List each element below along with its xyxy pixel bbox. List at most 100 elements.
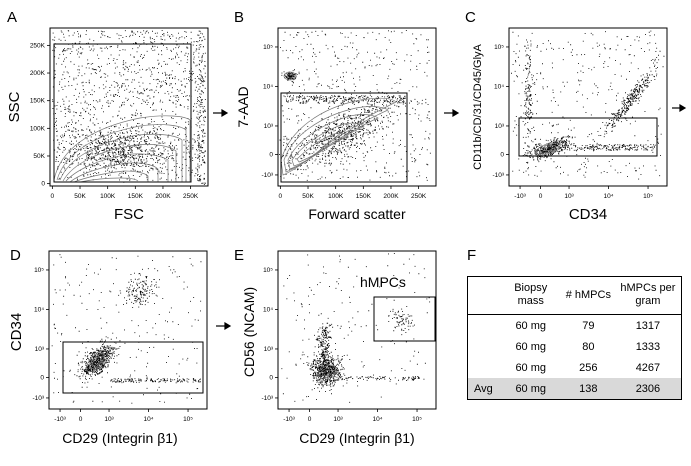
xlabel-d: CD29 (Integrin β1) [62, 430, 177, 446]
table-cell: 1333 [635, 340, 661, 353]
y-tick-label: 10³ [35, 346, 45, 353]
y-tick-label: 200K [30, 70, 46, 77]
y-tick-label: 10⁴ [263, 306, 273, 313]
table-cell: 80 [582, 340, 595, 353]
x-tick-label: -10³ [54, 416, 66, 423]
y-tick-label: 0 [500, 151, 504, 158]
xlabel-b: Forward scatter [308, 206, 406, 222]
y-tick-label: 50K [33, 153, 45, 160]
table-row: 60 mg 80 1333 [468, 336, 682, 357]
table-cell: 2306 [614, 378, 682, 400]
panel-letter-d: D [10, 247, 21, 264]
gate-d [62, 341, 204, 394]
x-tick-label: 10⁴ [373, 416, 383, 423]
x-tick-label: 10³ [333, 416, 343, 423]
hmpc-yield-table: Biopsy mass # hMPCs hMPCs per gram 60 mg… [467, 276, 682, 400]
y-tick-label: 10⁵ [263, 44, 273, 51]
y-tick-label: 10³ [264, 123, 274, 130]
axis-ticks: 0 50K 100K 150K 200K 250K 0 50K 100K 150K 200K 250K… [30, 42, 653, 423]
plot-frame-b [277, 27, 437, 187]
x-tick-label: 0 [308, 416, 312, 423]
x-tick-label: -10³ [514, 193, 526, 200]
table-header-row: Biopsy mass # hMPCs hMPCs per gram [467, 276, 682, 315]
panel-letter-a: A [7, 9, 17, 26]
x-tick-label: 50K [302, 193, 314, 200]
contours-b [280, 71, 397, 176]
y-tick-label: 10⁴ [34, 306, 44, 313]
x-tick-label: 150K [356, 193, 372, 200]
gate-e [373, 296, 436, 342]
table-row: 60 mg 79 1317 [468, 315, 682, 337]
x-tick-label: 0 [51, 193, 55, 200]
arrow-right-icon [221, 108, 229, 118]
gate-b [280, 92, 408, 183]
y-tick-label: 100K [30, 125, 46, 132]
x-tick-label: 10⁵ [412, 416, 422, 423]
x-tick-label: 200K [155, 193, 171, 200]
table-header-cell [467, 276, 500, 315]
table-row-average: Avg 60 mg 138 2306 [467, 378, 682, 400]
x-tick-label: -10³ [283, 416, 295, 423]
contours-e [316, 364, 336, 382]
table-header-cell: # hMPCs [561, 276, 615, 315]
ylabel-b: 7-AAD [235, 86, 251, 127]
table-cell: 60 mg [515, 319, 547, 332]
table-cell: 256 [579, 361, 598, 374]
y-tick-label: 0 [269, 151, 273, 158]
x-tick-label: 50K [74, 193, 86, 200]
x-tick-label: 10⁴ [604, 193, 614, 200]
x-tick-label: 10³ [104, 416, 114, 423]
y-tick-label: 150K [30, 98, 46, 105]
x-tick-label: 0 [539, 193, 543, 200]
table-cell: 60 mg [499, 378, 562, 400]
table-cell: 79 [582, 319, 595, 332]
table-cell [468, 336, 500, 357]
y-tick-label: 10⁵ [494, 44, 504, 51]
gate-a [53, 43, 192, 183]
ylabel-a: SSC [6, 91, 23, 122]
table-cell: 138 [561, 378, 615, 400]
y-tick-label: -10³ [261, 172, 273, 179]
contours-d [85, 349, 109, 373]
x-tick-label: 250K [183, 193, 199, 200]
arrow-right-icon [224, 321, 232, 331]
gate-label-hmpcs: hMPCs [360, 274, 406, 290]
table-header-cell: Biopsy mass [499, 276, 562, 315]
table-cell: 4267 [635, 361, 661, 374]
table-row: 60 mg 256 4267 [468, 357, 682, 378]
y-tick-label: 0 [41, 181, 45, 188]
y-tick-label: 10⁴ [494, 83, 504, 90]
y-tick-label: -10³ [261, 395, 273, 402]
x-tick-label: 100K [328, 193, 344, 200]
x-tick-label: 10⁵ [643, 193, 653, 200]
y-tick-label: 0 [40, 374, 44, 381]
y-tick-label: 10³ [264, 346, 274, 353]
panel-letter-c: C [465, 9, 476, 26]
contours-a [53, 115, 191, 183]
x-tick-label: 200K [383, 193, 399, 200]
xlabel-a: FSC [114, 206, 144, 223]
ylabel-d: CD34 [8, 313, 25, 351]
gate-c [518, 117, 658, 157]
plot-frame-e [277, 250, 437, 410]
y-tick-label: 10⁵ [34, 267, 44, 274]
table-header-cell: hMPCs per gram [614, 276, 682, 315]
table-cell: 60 mg [515, 361, 547, 374]
table-cell [468, 315, 500, 337]
panel-letter-b: B [234, 9, 244, 26]
x-tick-label: 250K [411, 193, 427, 200]
table-cell: 60 mg [515, 340, 547, 353]
ylabel-e: CD56 (NCAM) [241, 287, 257, 377]
y-tick-label: -10³ [32, 395, 44, 402]
x-tick-label: 0 [79, 416, 83, 423]
y-tick-label: 250K [30, 42, 46, 49]
xlabel-c: CD34 [569, 206, 607, 223]
y-tick-label: 10⁴ [263, 83, 273, 90]
y-tick-label: 10³ [495, 123, 505, 130]
xlabel-e: CD29 (Integrin β1) [299, 430, 414, 446]
table-cell: 1317 [635, 319, 661, 332]
x-tick-label: 10⁵ [183, 416, 193, 423]
ylabel-c: CD11b/CD/31/CD45/GlyA [472, 43, 484, 169]
y-tick-label: 0 [269, 374, 273, 381]
